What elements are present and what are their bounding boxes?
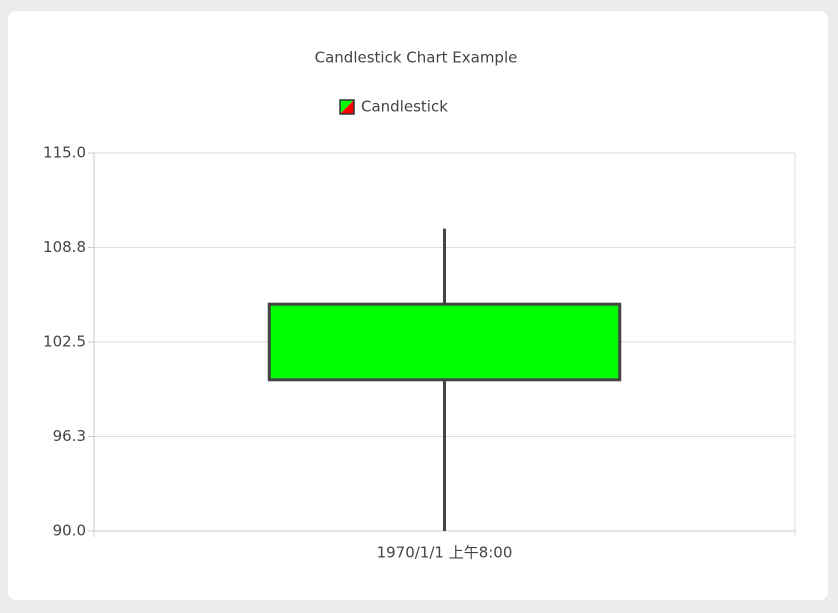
legend-swatch-down [340, 100, 354, 114]
legend-label: Candlestick [361, 98, 448, 116]
chart-title: Candlestick Chart Example [315, 49, 518, 67]
y-tick-label: 90.0 [53, 522, 86, 540]
y-tick-label: 96.3 [53, 427, 86, 445]
y-tick-label: 102.5 [43, 333, 86, 351]
candle-body [267, 302, 622, 382]
legend-swatch-border [339, 99, 355, 115]
y-tick-label: 115.0 [43, 144, 86, 162]
y-tick-label: 108.8 [43, 238, 86, 256]
x-tick-label: 1970/1/1 上午8:00 [377, 544, 513, 562]
